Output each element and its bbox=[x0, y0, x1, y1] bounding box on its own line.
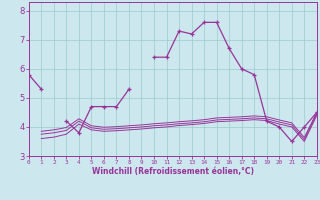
X-axis label: Windchill (Refroidissement éolien,°C): Windchill (Refroidissement éolien,°C) bbox=[92, 167, 254, 176]
